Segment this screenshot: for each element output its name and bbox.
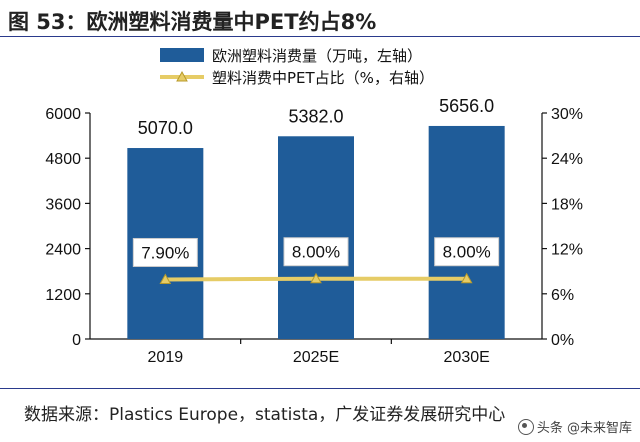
pet-share-marker <box>460 272 473 284</box>
left-tick-label: 0 <box>72 332 81 349</box>
left-tick-label: 6000 <box>45 106 81 123</box>
pet-share-series: 7.90% 8.00% 8.00% <box>132 237 500 284</box>
right-tick-label: 6% <box>551 287 574 304</box>
left-tick-label: 4800 <box>45 151 81 168</box>
right-tick-label: 24% <box>551 151 583 168</box>
pet-share-label: 7.90% <box>141 243 189 262</box>
left-tick-label: 3600 <box>45 196 81 213</box>
pet-share-label: 8.00% <box>292 243 340 262</box>
bar-value-label: 5382.0 <box>288 106 343 126</box>
right-tick-label: 30% <box>551 106 583 123</box>
bar-series <box>127 125 505 339</box>
pet-share-marker <box>310 272 322 284</box>
legend-bar-label: 欧洲塑料消费量（万吨，左轴） <box>212 47 422 65</box>
watermark: 头条 @未来智库 <box>517 417 632 436</box>
bar-value-labels: 5070.0 5382.0 5656.0 <box>138 96 494 138</box>
right-axis-ticks: 0% 6% 12% 18% 24% 30% <box>542 106 583 349</box>
legend-bar-swatch <box>160 48 204 62</box>
right-tick-label: 18% <box>551 196 583 213</box>
bar-value-label: 5070.0 <box>138 118 193 138</box>
source-note: 数据来源：Plastics Europe，statista，广发证券发展研究中心 <box>24 405 506 425</box>
bar-value-label: 5656.0 <box>439 96 494 116</box>
footer-divider <box>0 388 640 389</box>
legend-line-marker <box>176 70 188 82</box>
watermark-text: 头条 @未来智库 <box>536 421 632 436</box>
x-axis-ticks: 2019 2025E 2030E <box>148 339 490 366</box>
left-tick-label: 1200 <box>45 287 81 304</box>
left-axis-ticks: 0 1200 2400 3600 4800 6000 <box>45 106 90 349</box>
x-tick-label: 2019 <box>148 349 184 366</box>
legend-line-label: 塑料消费中PET占比（%，右轴） <box>212 69 434 87</box>
pet-share-label-box <box>132 237 198 267</box>
chart-svg: 欧洲塑料消费量（万吨，左轴） 塑料消费中PET占比（%，右轴） 0 1200 240… <box>45 47 583 366</box>
title-divider <box>0 36 640 37</box>
right-tick-label: 12% <box>551 242 583 259</box>
watermark-icon <box>517 419 534 435</box>
pet-share-label-box <box>434 237 500 267</box>
chart-title: 图 53：欧洲塑料消费量中PET约占8% <box>8 10 377 34</box>
bar <box>428 125 505 339</box>
right-tick-label: 0% <box>551 332 574 349</box>
pet-share-marker <box>159 273 172 284</box>
x-tick-label: 2025E <box>293 349 339 366</box>
pet-share-label: 8.00% <box>443 243 491 262</box>
legend: 欧洲塑料消费量（万吨，左轴） 塑料消费中PET占比（%，右轴） <box>160 47 434 87</box>
left-tick-label: 2400 <box>45 242 81 259</box>
pet-share-label-box <box>283 237 349 267</box>
x-tick-label: 2030E <box>444 349 490 366</box>
